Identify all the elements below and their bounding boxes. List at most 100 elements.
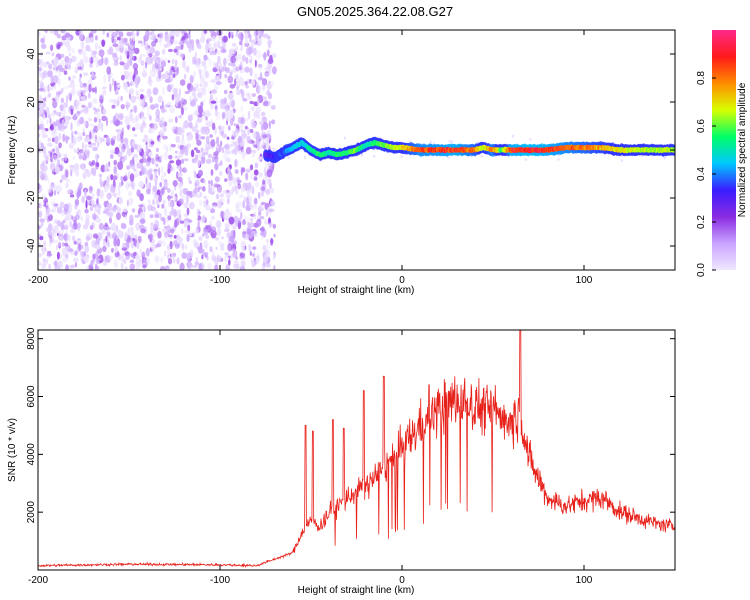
noise-speckle [222, 65, 225, 73]
noise-speckle [201, 60, 207, 67]
noise-speckle [163, 181, 169, 188]
spectrogram-x-tick: 0 [399, 30, 405, 286]
noise-speckle [196, 208, 201, 218]
noise-speckle [91, 71, 94, 79]
noise-speckle [92, 98, 98, 104]
noise-speckle [201, 233, 205, 237]
noise-speckle [159, 32, 164, 39]
noise-speckle [155, 108, 160, 118]
noise-speckle [80, 109, 85, 113]
noise-speckle [254, 34, 259, 42]
noise-speckle [97, 154, 100, 159]
noise-speckle [249, 205, 253, 209]
noise-speckle [146, 257, 150, 265]
noise-speckle [84, 241, 89, 247]
noise-speckle [511, 134, 515, 138]
noise-speckle [106, 32, 110, 38]
noise-speckle [86, 265, 90, 270]
noise-speckle [162, 199, 166, 205]
noise-speckle [181, 158, 185, 164]
noise-speckle [192, 56, 196, 65]
noise-speckle [231, 176, 237, 183]
snr-y-label: SNR (10 * v/v) [7, 418, 18, 482]
noise-speckle [111, 78, 115, 87]
noise-speckle [82, 172, 87, 180]
noise-speckle [149, 96, 153, 104]
noise-speckle [161, 228, 168, 233]
noise-speckle [244, 214, 247, 222]
noise-speckle [272, 252, 275, 261]
noise-speckle [183, 120, 189, 129]
noise-speckle [80, 40, 85, 50]
noise-speckle [125, 42, 130, 46]
noise-speckle [77, 62, 81, 67]
noise-speckle [89, 56, 94, 65]
noise-speckle [227, 92, 234, 101]
noise-speckle [43, 240, 47, 249]
noise-speckle [104, 164, 108, 173]
noise-speckle [244, 125, 248, 130]
noise-speckle [188, 219, 193, 223]
noise-speckle [189, 95, 192, 103]
noise-speckle [52, 99, 58, 109]
spectrogram-y-tick-label: 40 [26, 48, 37, 60]
noise-speckle [179, 220, 185, 224]
noise-speckle [189, 75, 194, 84]
colorbar-ticks: 0.0 0.2 0.4 0.6 0.8 [696, 71, 716, 277]
snr-y-tick-label: 8000 [26, 327, 37, 350]
noise-speckle [171, 83, 175, 88]
noise-speckle [138, 204, 144, 208]
noise-speckle [134, 234, 138, 239]
noise-speckle [173, 240, 178, 247]
noise-speckle [201, 87, 207, 96]
noise-speckle [160, 257, 164, 263]
noise-speckle [163, 172, 167, 177]
noise-speckle [95, 161, 99, 170]
noise-speckle [136, 162, 141, 169]
noise-speckle [193, 70, 196, 78]
noise-speckle [247, 127, 251, 136]
noise-speckle [121, 74, 125, 81]
noise-speckle [145, 56, 148, 63]
noise-speckle [175, 135, 181, 143]
noise-speckle [63, 242, 69, 247]
noise-speckle [148, 128, 155, 134]
noise-speckle [183, 73, 187, 80]
noise-speckle [54, 166, 61, 174]
noise-speckle [83, 55, 89, 64]
noise-speckle [198, 160, 201, 165]
noise-speckle [116, 212, 121, 221]
spectrogram-x-tick: 100 [576, 30, 593, 286]
noise-speckle [106, 117, 108, 127]
noise-speckle [109, 83, 112, 92]
noise-speckle [46, 253, 53, 257]
noise-speckle [79, 59, 84, 67]
noise-speckle [217, 55, 221, 65]
noise-speckle [215, 80, 222, 86]
noise-speckle [126, 50, 130, 55]
noise-speckle [167, 48, 173, 53]
colorbar-label: Normalized spectral amplitude [737, 82, 748, 217]
noise-speckle [258, 171, 261, 179]
noise-speckle [234, 169, 239, 174]
noise-speckle [152, 54, 157, 61]
noise-speckle [105, 208, 110, 216]
noise-speckle [49, 125, 54, 131]
noise-speckle [206, 113, 209, 118]
noise-speckle [447, 156, 450, 160]
noise-speckle [58, 132, 62, 141]
noise-speckle [90, 30, 97, 34]
noise-speckle [229, 235, 235, 244]
noise-speckle [65, 245, 68, 251]
noise-speckle [171, 58, 175, 65]
noise-speckle [250, 106, 255, 111]
noise-speckle [130, 226, 134, 231]
noise-speckle [252, 130, 257, 139]
noise-speckle [247, 30, 250, 36]
noise-speckle [167, 215, 172, 221]
noise-speckle [55, 264, 61, 270]
noise-speckle [179, 214, 182, 222]
noise-speckle [136, 144, 142, 153]
noise-speckle [186, 83, 191, 90]
noise-speckle [42, 122, 45, 131]
